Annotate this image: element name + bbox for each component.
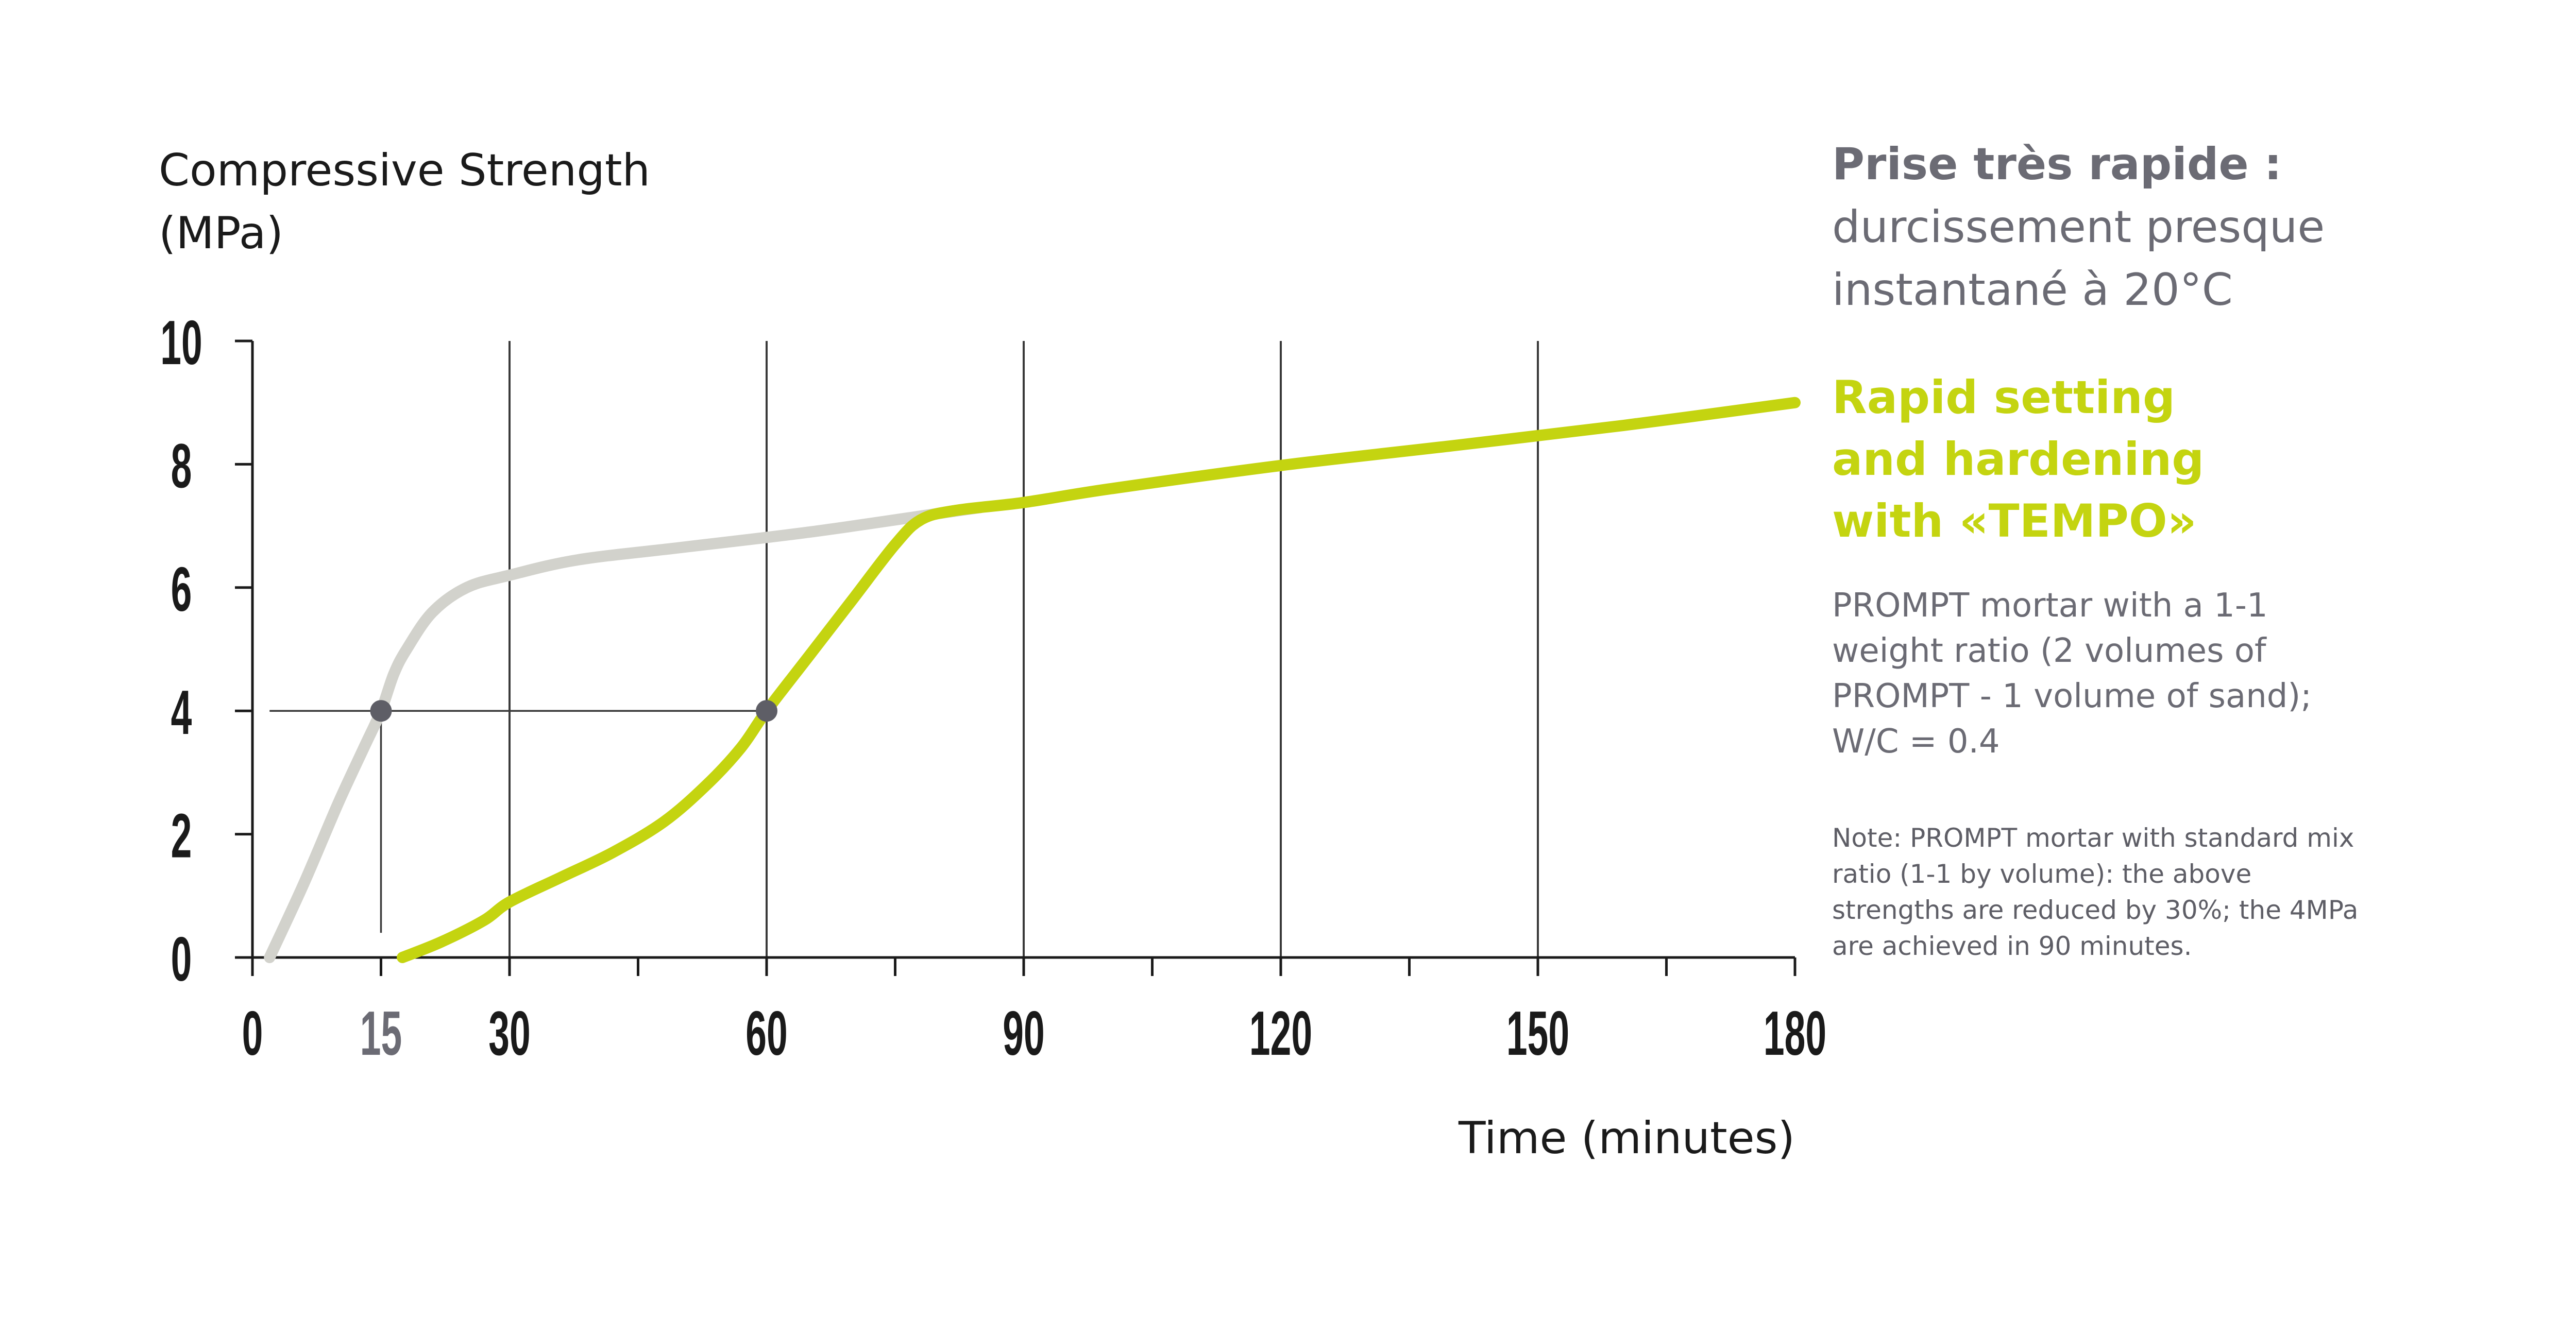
french-heading-line-2: instantané à 20°C <box>1832 264 2233 316</box>
x-tick-label: 0 <box>242 999 263 1069</box>
note-text: Note: PROMPT mortar with standard mix ra… <box>1832 820 2440 964</box>
french-heading: Prise très rapide : durcissement presque… <box>1832 133 2553 321</box>
y-tick-label: 6 <box>171 555 192 625</box>
gray-strength-curve <box>264 502 987 963</box>
x-tick-label: 15 <box>360 999 402 1069</box>
mix-description-line-3: PROMPT - 1 volume of sand); <box>1832 677 2312 715</box>
x-tick-label: 30 <box>488 999 530 1069</box>
x-tick-label: 150 <box>1506 999 1569 1069</box>
french-heading-line-1: durcissement presque <box>1832 201 2325 253</box>
x-tick-label: 90 <box>1003 999 1044 1069</box>
note-line-1: Note: PROMPT mortar with standard mix <box>1832 823 2354 853</box>
y-tick-label: 4 <box>171 678 192 748</box>
mix-description-line-4: W/C = 0.4 <box>1832 723 2000 761</box>
x-tick-label: 180 <box>1764 999 1826 1069</box>
y-tick-label: 0 <box>171 925 192 995</box>
mix-description: PROMPT mortar with a 1-1 weight ratio (2… <box>1832 583 2440 764</box>
mix-description-line-2: weight ratio (2 volumes of <box>1832 632 2266 670</box>
mix-description-line-1: PROMPT mortar with a 1-1 <box>1832 587 2268 625</box>
note-line-3: strengths are reduced by 30%; the 4MPa <box>1832 895 2359 925</box>
x-tick-label: 120 <box>1249 999 1312 1069</box>
y-tick-label: 2 <box>171 801 192 871</box>
english-heading-line-2: and hardening <box>1832 433 2205 486</box>
y-axis-title: Compressive Strength (MPa) <box>159 139 650 265</box>
data-point-marker <box>756 700 777 722</box>
french-heading-bold: Prise très rapide : <box>1832 139 2282 190</box>
english-heading: Rapid setting and hardening with «TEMPO» <box>1832 367 2553 552</box>
english-heading-line-3: with «TEMPO» <box>1832 494 2197 547</box>
y-axis-title-line-1: Compressive Strength <box>159 145 651 196</box>
english-heading-line-1: Rapid setting <box>1832 371 2175 424</box>
y-tick-label: 8 <box>171 431 192 501</box>
note-line-4: are achieved in 90 minutes. <box>1832 931 2192 961</box>
y-tick-label: 10 <box>160 308 202 378</box>
x-axis-title: Time (minutes) <box>1458 1112 1795 1164</box>
note-line-2: ratio (1-1 by volume): the above <box>1832 859 2252 889</box>
green-strength-curve <box>397 397 1801 963</box>
x-tick-label: 60 <box>745 999 787 1069</box>
y-axis-title-line-2: (MPa) <box>159 208 284 259</box>
data-point-marker <box>370 700 392 722</box>
